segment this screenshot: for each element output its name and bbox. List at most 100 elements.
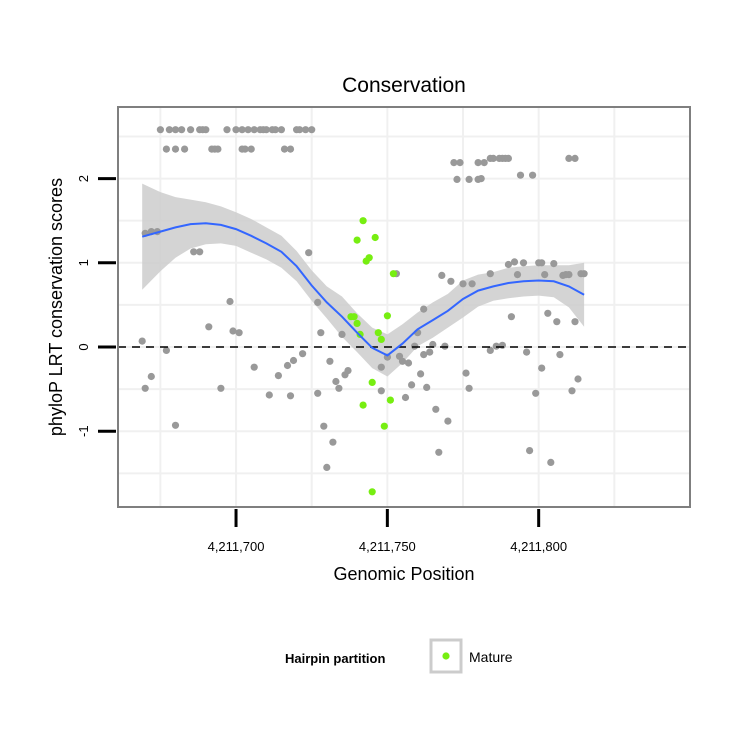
data-point-other <box>286 392 295 400</box>
data-point-mature <box>368 488 376 496</box>
data-point-other <box>299 350 307 358</box>
data-point-other <box>377 363 385 371</box>
data-point-other <box>217 384 225 392</box>
data-point-other <box>398 357 407 365</box>
data-point-other <box>262 126 270 134</box>
panel-border <box>117 106 691 508</box>
data-point-other <box>187 126 195 134</box>
data-point-mature <box>359 217 367 225</box>
data-point-other <box>250 363 258 371</box>
data-point-mature <box>365 254 373 262</box>
data-point-other <box>556 351 564 359</box>
data-point-other <box>162 346 170 354</box>
data-point-other <box>305 249 313 257</box>
data-point-mature <box>377 335 385 343</box>
data-point-other <box>141 384 149 392</box>
data-point-other <box>580 270 588 278</box>
data-point-other <box>274 372 282 380</box>
x-axis: 4,211,700 4,211,750 4,211,800 <box>208 509 567 554</box>
data-point-other <box>196 248 204 256</box>
data-point-other <box>574 375 582 383</box>
data-point-other <box>538 259 546 267</box>
data-point-other <box>489 154 497 162</box>
data-point-other <box>162 145 170 153</box>
panel-background <box>118 107 690 507</box>
legend: Hairpin partition Mature <box>285 638 513 674</box>
data-point-other <box>320 422 328 430</box>
data-point-other <box>244 126 252 134</box>
data-point-other <box>420 351 428 359</box>
data-point-other <box>235 329 243 337</box>
y-tick-label: -1 <box>76 425 91 437</box>
data-point-other <box>447 277 455 285</box>
data-point-other <box>486 346 494 354</box>
data-point-other <box>526 447 534 455</box>
grid-lines <box>118 107 691 507</box>
data-point-other <box>459 280 467 288</box>
data-point-other <box>223 126 231 134</box>
data-point-other <box>474 159 482 167</box>
data-point-mature <box>350 313 358 321</box>
data-point-other <box>541 271 549 279</box>
data-point-other <box>486 270 494 278</box>
data-point-other <box>565 271 573 279</box>
y-tick-label: 2 <box>76 175 91 182</box>
data-point-other <box>426 348 434 356</box>
data-point-other <box>317 329 325 337</box>
legend-title: Hairpin partition <box>285 651 385 666</box>
data-point-other <box>553 318 561 326</box>
legend-label-mature: Mature <box>469 649 513 665</box>
data-point-mature <box>368 378 376 386</box>
data-point-other <box>492 342 500 350</box>
data-point-mature <box>389 270 397 278</box>
data-point-other <box>344 367 352 375</box>
points-mature <box>347 217 397 496</box>
data-point-other <box>289 356 298 365</box>
data-point-other <box>510 258 519 266</box>
data-point-other <box>401 393 410 402</box>
data-point-other <box>462 369 470 377</box>
data-point-other <box>516 171 525 179</box>
x-axis-label: Genomic Position <box>333 564 474 584</box>
data-point-other <box>435 448 443 456</box>
data-point-other <box>411 342 419 350</box>
data-point-other <box>165 126 173 134</box>
data-point-other <box>271 126 279 134</box>
data-point-other <box>550 260 558 268</box>
data-point-other <box>441 342 449 350</box>
data-point-mature <box>353 319 361 327</box>
data-point-other <box>529 171 537 179</box>
legend-mature-marker <box>442 652 450 660</box>
data-point-other <box>513 271 522 279</box>
data-point-other <box>444 417 452 425</box>
data-point-other <box>138 337 146 345</box>
data-point-other <box>178 126 186 134</box>
data-point-other <box>326 357 334 365</box>
data-point-other <box>480 159 488 167</box>
data-point-other <box>404 359 413 367</box>
data-point-other <box>504 154 512 162</box>
x-tick-label: 4,211,750 <box>359 539 416 554</box>
data-point-other <box>241 145 249 153</box>
data-point-other <box>171 421 180 429</box>
data-point-other <box>417 370 425 378</box>
data-point-mature <box>386 396 394 404</box>
data-point-other <box>532 389 540 397</box>
data-point-other <box>190 248 198 256</box>
data-point-other <box>450 159 458 167</box>
data-point-other <box>283 361 292 370</box>
data-point-other <box>286 145 295 153</box>
x-tick-label: 4,211,800 <box>510 539 567 554</box>
data-point-other <box>544 309 552 317</box>
data-point-other <box>265 391 273 399</box>
data-point-other <box>247 145 255 153</box>
data-point-other <box>523 348 531 356</box>
data-point-other <box>332 377 340 386</box>
data-point-mature <box>371 233 379 242</box>
smooth-trend-line <box>141 222 585 357</box>
y-axis: -1 0 1 2 <box>76 175 116 437</box>
data-point-mature <box>380 422 388 430</box>
data-point-other <box>214 145 222 153</box>
data-point-other <box>465 384 473 392</box>
